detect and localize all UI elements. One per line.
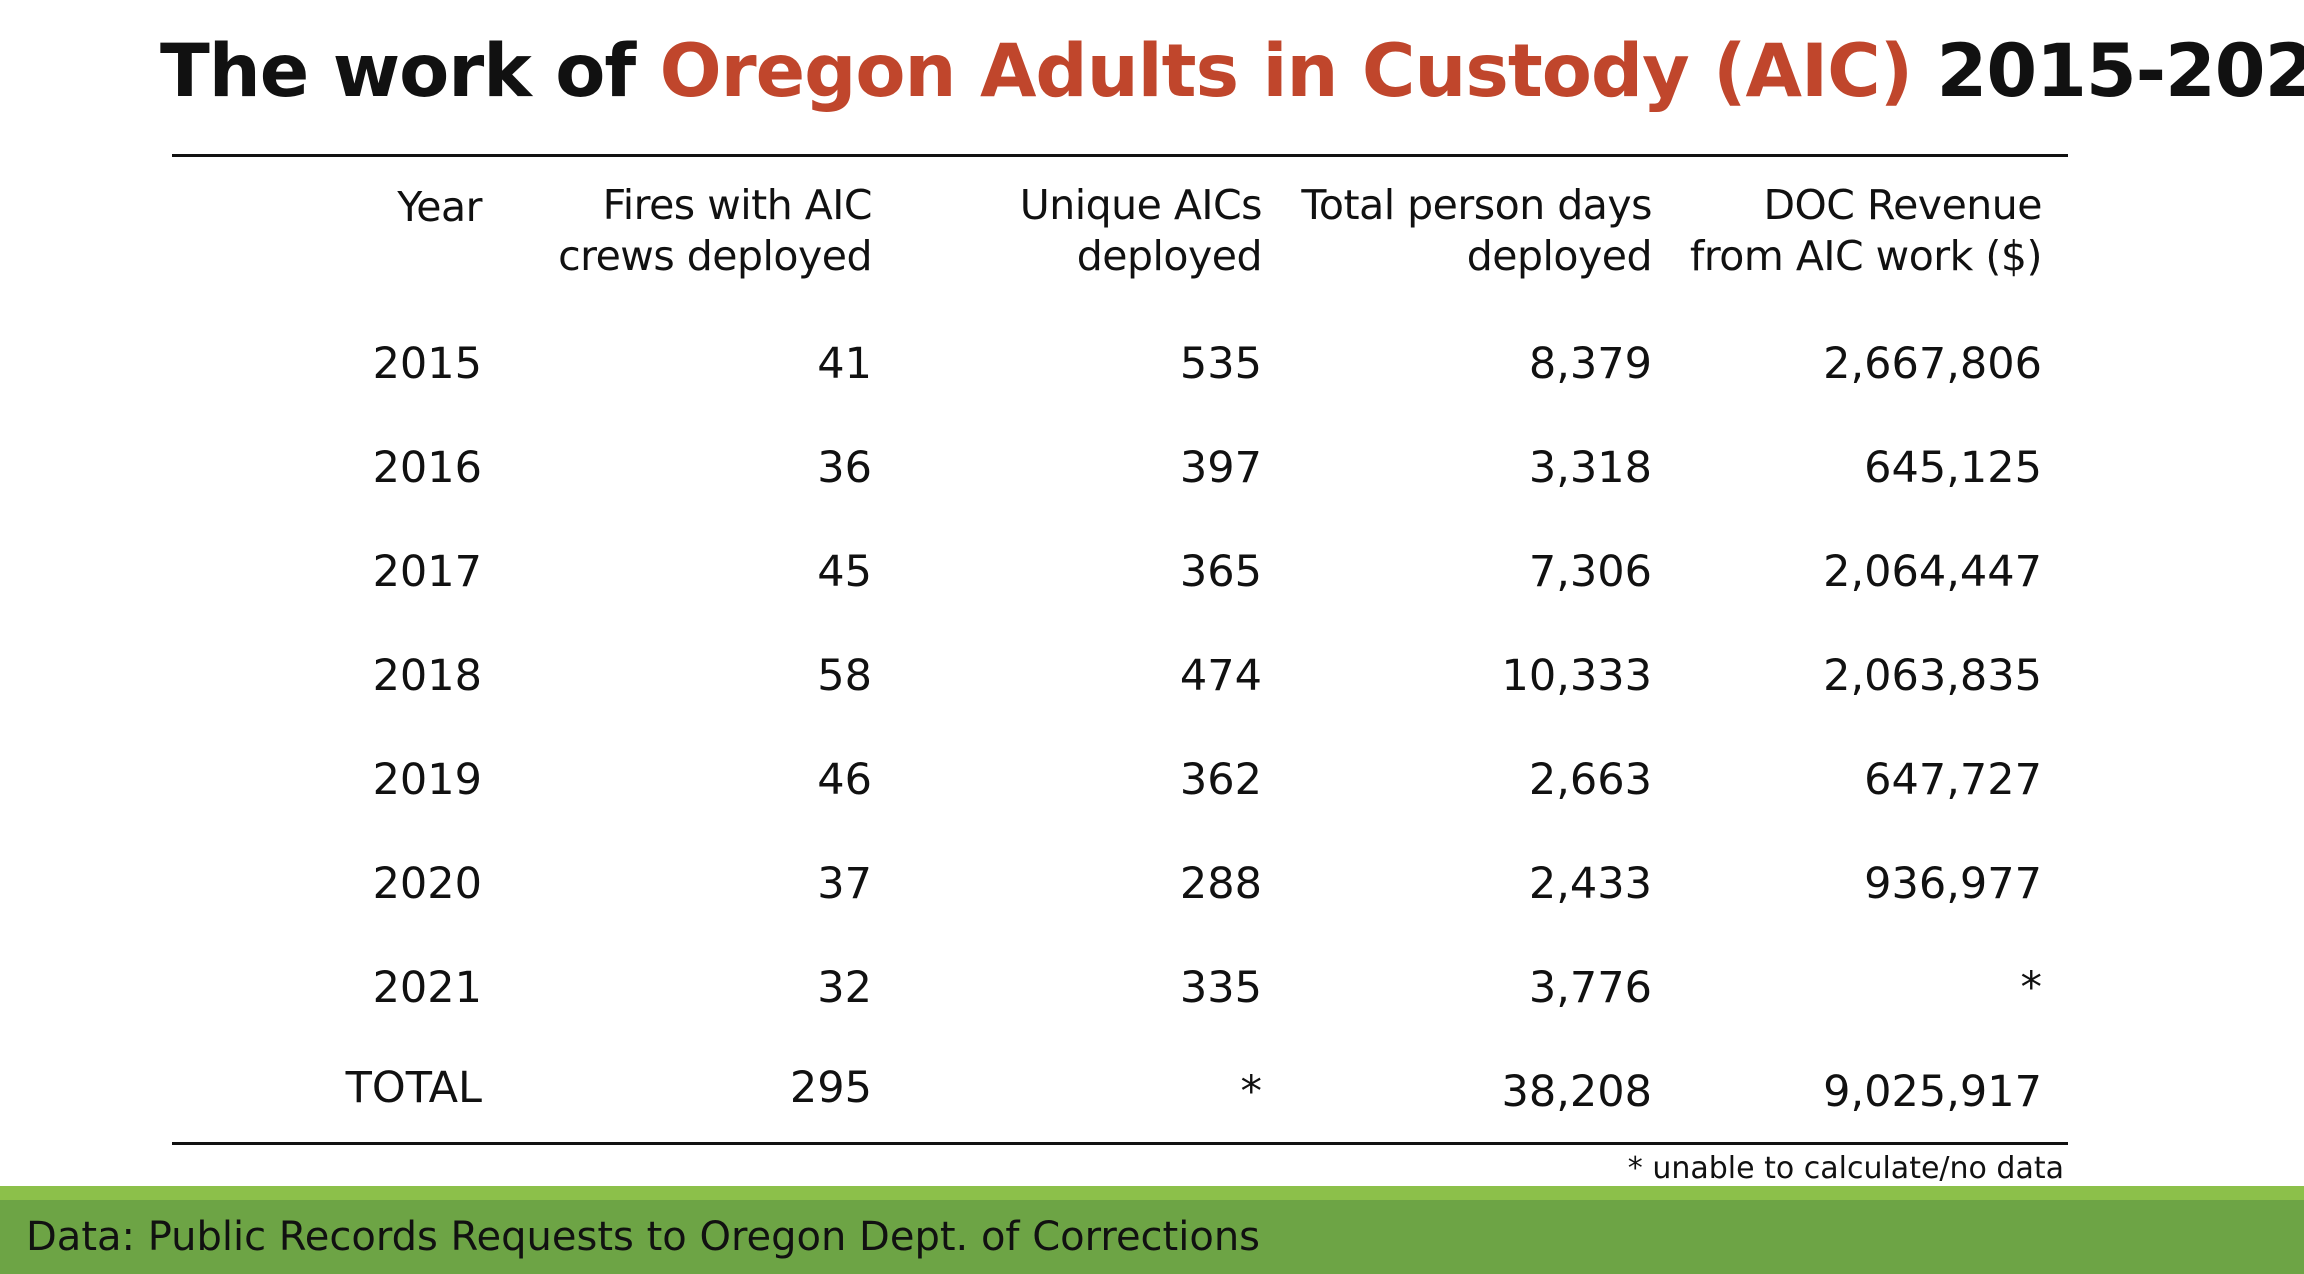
table-cell: 936,977 xyxy=(1864,859,2042,909)
footer-accent-bar xyxy=(0,1186,2304,1200)
source-note: Data: Public Records Requests to Oregon … xyxy=(26,1214,1261,1260)
table-cell: 2021 xyxy=(372,963,482,1013)
table-cell: 645,125 xyxy=(1864,443,2042,493)
table-cell: 362 xyxy=(1179,755,1262,805)
table-cell: 3,776 xyxy=(1528,963,1652,1013)
footnote: * unable to calculate/no data xyxy=(1627,1151,2064,1186)
footer-bar: Data: Public Records Requests to Oregon … xyxy=(0,1200,2304,1274)
table-cell: 2016 xyxy=(372,443,482,493)
table-cell: 535 xyxy=(1179,339,1262,389)
table-cell: 9,025,917 xyxy=(1823,1067,2042,1117)
table-cell: 38,208 xyxy=(1501,1067,1652,1117)
table-cell: 397 xyxy=(1179,443,1262,493)
table-cell: 335 xyxy=(1179,963,1262,1013)
table-cell: * xyxy=(2020,963,2043,1013)
title-highlight: Oregon Adults in Custody (AIC) xyxy=(659,29,1914,114)
table-cell: 2,663 xyxy=(1528,755,1652,805)
table-cell: 2018 xyxy=(372,651,482,701)
table-cell: 46 xyxy=(817,755,872,805)
table-cell: 2,667,806 xyxy=(1823,339,2042,389)
table-cell: 8,379 xyxy=(1528,339,1652,389)
table-cell: 45 xyxy=(817,547,872,597)
table-cell: 37 xyxy=(817,859,872,909)
table-cell: 36 xyxy=(817,443,872,493)
header-year: Year xyxy=(397,183,482,231)
table-cell: 474 xyxy=(1179,651,1262,701)
table-top-rule xyxy=(172,154,2068,157)
table-cell: 295 xyxy=(789,1063,872,1113)
table-cell: 3,318 xyxy=(1528,443,1652,493)
table-cell: 7,306 xyxy=(1528,547,1652,597)
title-prefix: The work of xyxy=(160,29,660,114)
table-bottom-rule xyxy=(172,1142,2068,1145)
table-cell: 365 xyxy=(1179,547,1262,597)
table-cell: 647,727 xyxy=(1864,755,2042,805)
table-cell: 2017 xyxy=(372,547,482,597)
table-cell: 58 xyxy=(817,651,872,701)
table-cell: 2020 xyxy=(372,859,482,909)
table-cell: TOTAL xyxy=(345,1063,482,1113)
table-cell: 10,333 xyxy=(1501,651,1652,701)
table-cell: 2,063,835 xyxy=(1823,651,2042,701)
table-cell: 2015 xyxy=(372,339,482,389)
table-cell: * xyxy=(1240,1067,1263,1117)
table-cell: 2019 xyxy=(372,755,482,805)
table-cell: 288 xyxy=(1179,859,1262,909)
table-cell: 41 xyxy=(817,339,872,389)
header-revenue: DOC Revenue from AIC work ($) xyxy=(1689,181,2043,280)
table-cell: 32 xyxy=(817,963,872,1013)
header-person-days: Total person days deployed xyxy=(1301,181,1652,280)
table-cell: 2,064,447 xyxy=(1823,547,2042,597)
table-cell: 2,433 xyxy=(1528,859,1652,909)
header-fires: Fires with AIC crews deployed xyxy=(558,181,872,280)
slide-title: The work of Oregon Adults in Custody (AI… xyxy=(160,22,2304,122)
title-suffix: 2015-2021 xyxy=(1936,29,2304,114)
header-unique-aics: Unique AICs deployed xyxy=(1019,181,1263,280)
